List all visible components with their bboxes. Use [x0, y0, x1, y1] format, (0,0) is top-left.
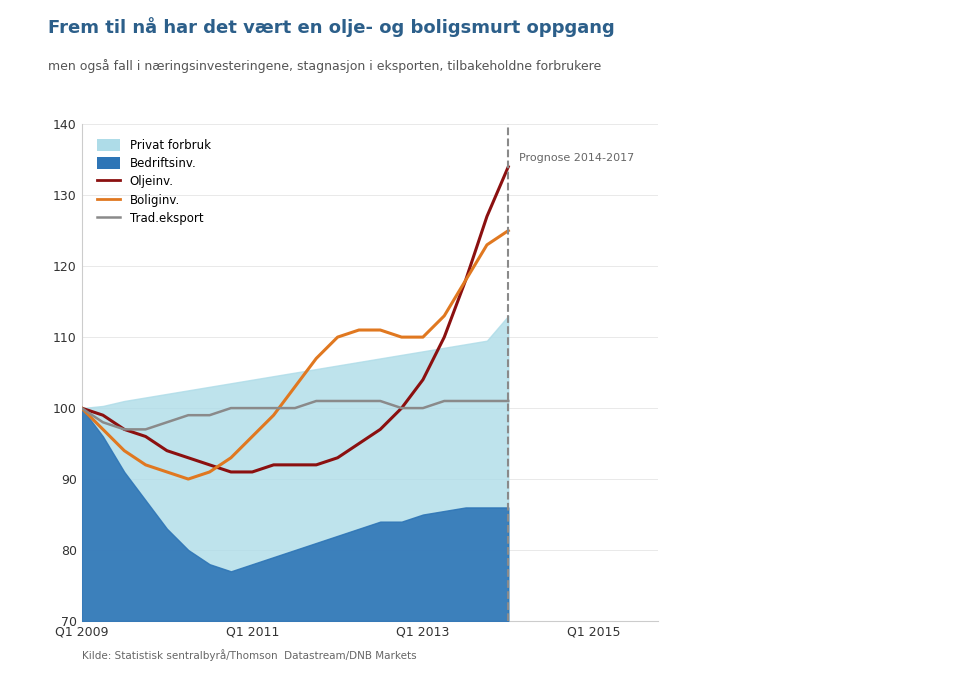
Text: Prognose 2014-2017: Prognose 2014-2017	[519, 152, 635, 163]
Text: Kilde: Statistisk sentralbyrå/Thomson  Datastream/DNB Markets: Kilde: Statistisk sentralbyrå/Thomson Da…	[82, 649, 417, 660]
Legend: Privat forbruk, Bedriftsinv., Oljeinv., Boliginv., Trad.eksport: Privat forbruk, Bedriftsinv., Oljeinv., …	[93, 135, 214, 228]
Text: Frem til nå har det vært en olje- og boligsmurt oppgang: Frem til nå har det vært en olje- og bol…	[48, 17, 614, 37]
Text: men også fall i næringsinvesteringene, stagnasjon i eksporten, tilbakeholdne for: men også fall i næringsinvesteringene, s…	[48, 59, 601, 72]
